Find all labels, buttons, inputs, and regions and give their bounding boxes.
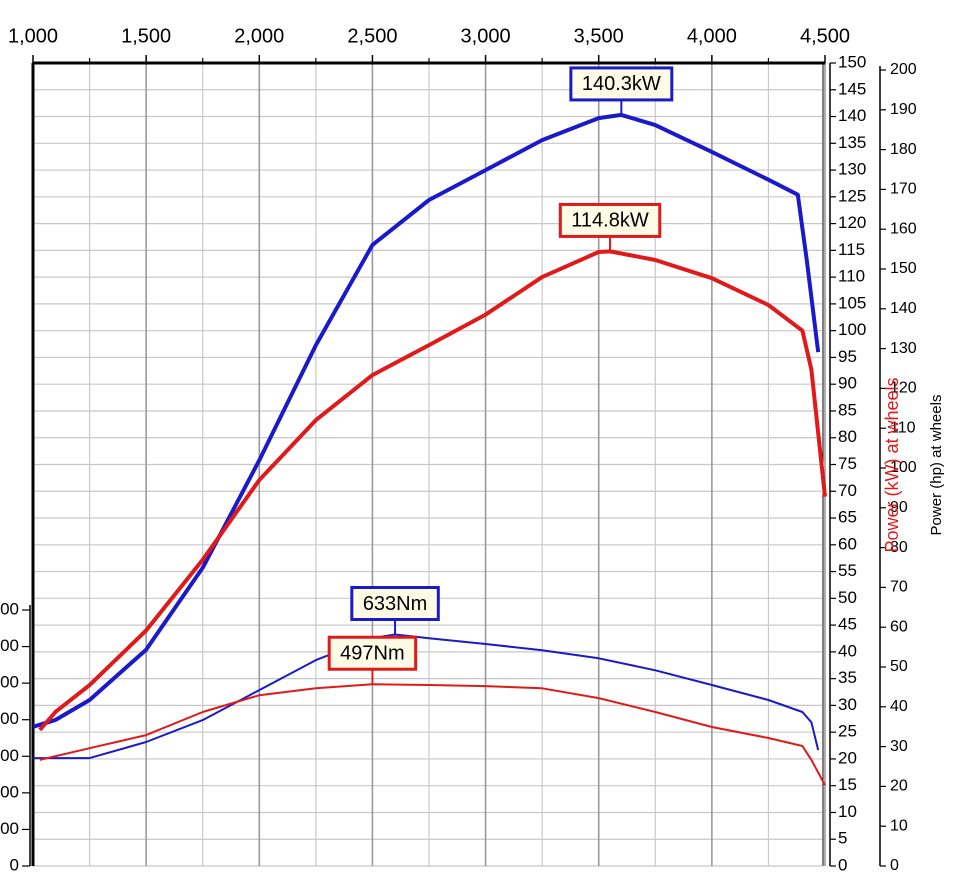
y2-tick-label: 120 (890, 380, 917, 397)
y2-axis-label: Power (hp) at wheels (928, 395, 945, 536)
y-tick-label: 140 (838, 106, 866, 125)
x-tick-label: 4,500 (800, 25, 850, 47)
y-tick-label: 30 (838, 695, 857, 714)
y-tick-label: 40 (838, 641, 857, 660)
y-tick-label: 55 (838, 561, 857, 580)
y-tick-label: 35 (838, 668, 857, 687)
y2-tick-label: 140 (890, 300, 917, 317)
y2-tick-label: 30 (890, 738, 908, 755)
x-tick-label: 2,000 (234, 25, 284, 47)
y2-tick-label: 190 (890, 101, 917, 118)
y-tick-label: 50 (838, 588, 857, 607)
x-tick-label: 4,000 (687, 25, 737, 47)
y3-tick-label: 400 (0, 709, 19, 728)
y-tick-label: 10 (838, 802, 857, 821)
y2-tick-label: 0 (890, 857, 899, 872)
y2-tick-label: 200 (890, 61, 917, 78)
y-tick-label: 110 (838, 267, 865, 286)
y2-tick-label: 100 (890, 459, 917, 476)
x-tick-label: 1,500 (121, 25, 171, 47)
annotation-label: 114.8kW (571, 210, 649, 232)
x-tick-label: 2,500 (347, 25, 397, 47)
y2-tick-label: 80 (890, 539, 908, 556)
y2-tick-label: 50 (890, 658, 908, 675)
annotation: 497Nm (327, 635, 418, 685)
y-tick-label: 135 (838, 133, 866, 152)
y2-tick-label: 70 (890, 579, 908, 596)
annotation-label: 140.3kW (582, 73, 661, 95)
annotation-box (558, 202, 662, 238)
y-tick-label: 105 (838, 293, 866, 312)
y-tick-label: 145 (838, 79, 866, 98)
series-line (38, 249, 827, 732)
y3-tick-label: 600 (0, 636, 19, 655)
y-tick-label: 120 (838, 213, 866, 232)
y-tick-label: 95 (838, 347, 857, 366)
y-tick-label: 60 (838, 534, 857, 553)
y2-tick-label: 10 (890, 817, 908, 834)
y-tick-label: 5 (838, 829, 847, 848)
x-tick-label: 3,500 (574, 25, 624, 47)
y-tick-label: 45 (838, 615, 857, 634)
y2-tick-label: 20 (890, 778, 908, 795)
y3-tick-label: 200 (0, 782, 19, 801)
annotation: 140.3kW (569, 66, 674, 115)
y-tick-label: 20 (838, 748, 857, 767)
y-tick-label: 65 (838, 508, 857, 527)
y3-tick-label: 0 (10, 855, 19, 872)
y2-tick-label: 130 (890, 340, 917, 357)
y-tick-label: 130 (838, 160, 866, 179)
annotation-label: 633Nm (363, 593, 427, 615)
series-line (32, 112, 821, 729)
y-tick-label: 0 (838, 855, 847, 872)
annotation: 114.8kW (558, 202, 662, 252)
y2-tick-label: 170 (890, 181, 917, 198)
y3-tick-label: 300 (0, 746, 19, 765)
x-tick-label: 3,000 (461, 25, 511, 47)
y-tick-label: 100 (838, 320, 866, 339)
y-tick-label: 25 (838, 722, 857, 741)
y-tick-label: 150 (838, 52, 866, 71)
y3-tick-label: 500 (0, 673, 19, 692)
y2-tick-label: 90 (890, 499, 908, 516)
y-tick-label: 80 (838, 427, 857, 446)
y-tick-label: 70 (838, 481, 857, 500)
y3-tick-label: 700 (0, 599, 19, 618)
annotation-box (327, 635, 418, 671)
y2-tick-label: 40 (890, 698, 908, 715)
annotation: 633Nm (350, 586, 440, 635)
annotation-label: 497Nm (340, 643, 404, 665)
series-line (33, 633, 820, 760)
y2-tick-label: 160 (890, 220, 917, 237)
x-tick-label: 1,000 (8, 25, 58, 47)
y2-tick-label: 180 (890, 141, 917, 158)
y-tick-label: 125 (838, 186, 866, 205)
y-tick-label: 75 (838, 454, 857, 473)
y2-tick-label: 110 (890, 419, 916, 436)
annotation-box (350, 586, 440, 622)
y-tick-label: 15 (838, 775, 857, 794)
y2-tick-label: 60 (890, 618, 908, 635)
y-tick-label: 90 (838, 374, 857, 393)
y-tick-label: 115 (838, 240, 865, 259)
series-line (39, 683, 826, 786)
y-tick-label: 85 (838, 400, 857, 419)
annotation-box (569, 66, 674, 102)
y2-tick-label: 150 (890, 260, 917, 277)
y-axis-label: Power (kW) at wheels (882, 377, 902, 552)
y3-tick-label: 100 (0, 819, 19, 838)
